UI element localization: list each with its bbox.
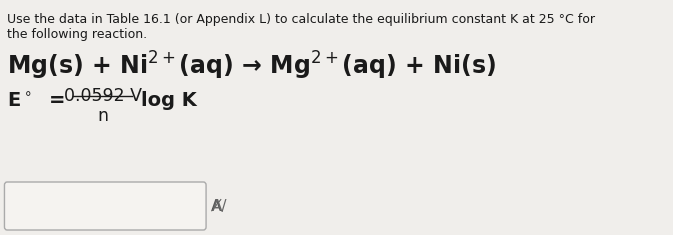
Text: A/: A/ [212, 199, 228, 214]
Text: 0.0592 V: 0.0592 V [63, 87, 141, 105]
Text: Mg(s) + Ni$^{2+}$(aq) → Mg$^{2+}$(aq) + Ni(s): Mg(s) + Ni$^{2+}$(aq) → Mg$^{2+}$(aq) + … [7, 50, 496, 82]
FancyBboxPatch shape [5, 182, 206, 230]
Text: E$^\circ$  =: E$^\circ$ = [7, 92, 65, 111]
Text: log K: log K [141, 91, 197, 110]
Text: n: n [97, 107, 108, 125]
Text: A̸: A̸ [212, 199, 223, 214]
Text: the following reaction.: the following reaction. [7, 28, 147, 41]
Text: Use the data in Table 16.1 (or Appendix L) to calculate the equilibrium constant: Use the data in Table 16.1 (or Appendix … [7, 13, 595, 26]
